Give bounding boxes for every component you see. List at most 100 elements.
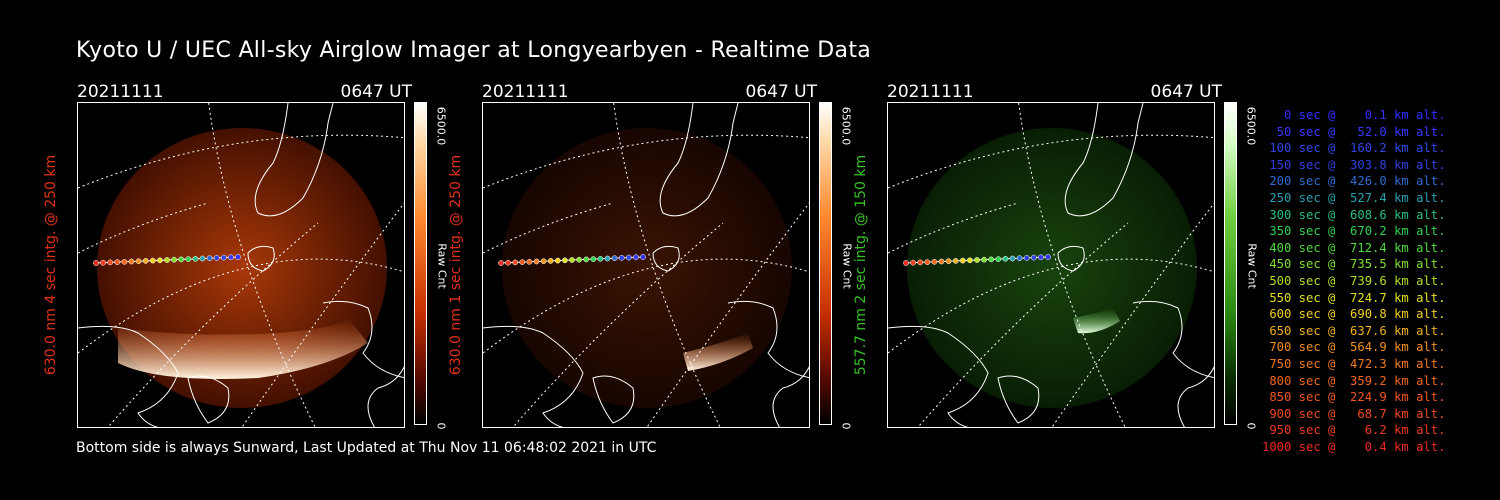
image-panel-630-1s: 20211111 0647 UT 630.0 nm 1 sec intg. @ … bbox=[448, 80, 854, 430]
trajectory-point bbox=[640, 254, 646, 260]
trajectory-point bbox=[199, 255, 206, 262]
trajectory-point bbox=[107, 259, 114, 266]
colorbar bbox=[819, 102, 832, 425]
legend-row: 850 sec @ 224.9 km alt. bbox=[1262, 390, 1446, 405]
footer-note: Bottom side is always Sunward, Last Upda… bbox=[76, 440, 657, 456]
trajectory-point bbox=[590, 256, 597, 262]
coastline bbox=[888, 103, 1214, 427]
trajectory-point bbox=[938, 258, 945, 265]
trajectory-point bbox=[547, 258, 554, 264]
sky-disk bbox=[502, 128, 792, 408]
panel-date: 20211111 bbox=[77, 82, 164, 102]
panel-ylabel: 630.0 nm 4 sec intg. @ 250 km bbox=[43, 154, 59, 376]
trajectory-point bbox=[988, 256, 995, 263]
legend-row: 150 sec @ 303.8 km alt. bbox=[1262, 157, 1446, 172]
trajectory-point bbox=[526, 258, 533, 265]
legend-row: 450 sec @ 735.5 km alt. bbox=[1262, 257, 1446, 272]
panel-time: 0647 UT bbox=[1150, 82, 1223, 102]
colorbar-max: 6500.0 bbox=[1244, 106, 1258, 146]
aurora-band bbox=[683, 333, 753, 371]
trajectory-point bbox=[583, 256, 590, 263]
colorbar-unit: Raw Cnt bbox=[1245, 243, 1259, 289]
legend-row: 900 sec @ 68.7 km alt. bbox=[1262, 406, 1446, 421]
trajectory-point bbox=[213, 255, 220, 261]
trajectory-point bbox=[533, 258, 540, 265]
trajectory-point bbox=[945, 258, 952, 265]
colorbar-min: 0 bbox=[1244, 422, 1258, 430]
trajectory-point bbox=[185, 256, 192, 262]
colorbar-max: 6500.0 bbox=[434, 106, 448, 146]
rocket-trajectory bbox=[93, 254, 241, 266]
trajectory-point bbox=[1016, 255, 1023, 262]
trajectory-point bbox=[164, 257, 170, 263]
trajectory-point bbox=[576, 256, 582, 263]
trajectory-point bbox=[974, 257, 980, 263]
trajectory-point bbox=[981, 256, 987, 263]
trajectory-point bbox=[625, 254, 632, 261]
panel-time: 0647 UT bbox=[340, 82, 413, 102]
trajectory-point bbox=[135, 258, 142, 265]
legend-row: 500 sec @ 739.6 km alt. bbox=[1262, 273, 1446, 288]
legend-row: 650 sec @ 637.6 km alt. bbox=[1262, 323, 1446, 338]
legend-row: 350 sec @ 670.2 km alt. bbox=[1262, 224, 1446, 239]
trajectory-point bbox=[220, 254, 227, 261]
trajectory-point bbox=[206, 255, 213, 262]
trajectory-point bbox=[562, 257, 568, 264]
geo-grid bbox=[483, 103, 809, 427]
trajectory-point bbox=[505, 259, 511, 266]
colorbar bbox=[414, 102, 427, 425]
trajectory-point bbox=[917, 259, 924, 266]
legend-row: 700 sec @ 564.9 km alt. bbox=[1262, 340, 1446, 355]
trajectory-point bbox=[142, 258, 149, 264]
trajectory-point bbox=[604, 255, 611, 262]
panel-ylabel: 630.0 nm 1 sec intg. @ 250 km bbox=[448, 154, 464, 376]
trajectory-point bbox=[597, 255, 604, 262]
colorbar-unit: Raw Cnt bbox=[435, 243, 449, 289]
trajectory-point bbox=[633, 254, 639, 261]
colorbar-min: 0 bbox=[839, 422, 853, 430]
legend-row: 550 sec @ 724.7 km alt. bbox=[1262, 290, 1446, 305]
time-altitude-legend: 0 sec @ 0.1 km alt. 50 sec @ 52.0 km alt… bbox=[1262, 107, 1446, 455]
legend-row: 800 sec @ 359.2 km alt. bbox=[1262, 373, 1446, 388]
trajectory-point bbox=[114, 259, 121, 265]
colorbar-unit: Raw Cnt bbox=[840, 243, 854, 289]
colorbar-min: 0 bbox=[434, 422, 448, 430]
aurora-band bbox=[1073, 308, 1120, 334]
image-panel-630-4s: 20211111 0647 UT 630.0 nm 4 sec intg. @ … bbox=[43, 80, 449, 430]
sky-disk bbox=[907, 128, 1197, 408]
legend-row: 300 sec @ 608.6 km alt. bbox=[1262, 207, 1446, 222]
trajectory-point bbox=[512, 259, 519, 266]
geo-grid bbox=[888, 103, 1214, 427]
panel-date: 20211111 bbox=[482, 82, 569, 102]
allsky-image bbox=[77, 102, 405, 428]
trajectory-point bbox=[931, 258, 938, 265]
trajectory-point bbox=[618, 255, 625, 261]
trajectory-point bbox=[967, 257, 973, 264]
legend-row: 200 sec @ 426.0 km alt. bbox=[1262, 174, 1446, 189]
trajectory-point bbox=[995, 256, 1002, 262]
legend-row: 950 sec @ 6.2 km alt. bbox=[1262, 423, 1446, 438]
trajectory-point bbox=[910, 259, 916, 266]
legend-row: 750 sec @ 472.3 km alt. bbox=[1262, 356, 1446, 371]
trajectory-point bbox=[157, 257, 163, 264]
trajectory-point bbox=[498, 260, 504, 266]
legend-row: 1000 sec @ 0.4 km alt. bbox=[1262, 439, 1446, 454]
panel-time: 0647 UT bbox=[745, 82, 818, 102]
trajectory-point bbox=[611, 255, 618, 262]
coastline bbox=[483, 103, 809, 427]
trajectory-point bbox=[121, 258, 128, 265]
colorbar-max: 6500.0 bbox=[839, 106, 853, 146]
trajectory-point bbox=[178, 256, 185, 263]
trajectory-point bbox=[128, 258, 135, 265]
trajectory-point bbox=[1009, 255, 1016, 262]
trajectory-point bbox=[540, 258, 547, 265]
trajectory-point bbox=[519, 259, 526, 265]
page-title: Kyoto U / UEC All-sky Airglow Imager at … bbox=[76, 38, 872, 63]
trajectory-point bbox=[952, 258, 959, 264]
panel-ylabel: 557.7 nm 2 sec intg. @ 150 km bbox=[853, 154, 869, 376]
legend-row: 50 sec @ 52.0 km alt. bbox=[1262, 124, 1446, 139]
legend-row: 0 sec @ 0.1 km alt. bbox=[1262, 108, 1446, 122]
image-panel-557-2s: 20211111 0647 UT 557.7 nm 2 sec intg. @ … bbox=[853, 80, 1259, 430]
allsky-image bbox=[887, 102, 1215, 428]
colorbar bbox=[1224, 102, 1237, 425]
